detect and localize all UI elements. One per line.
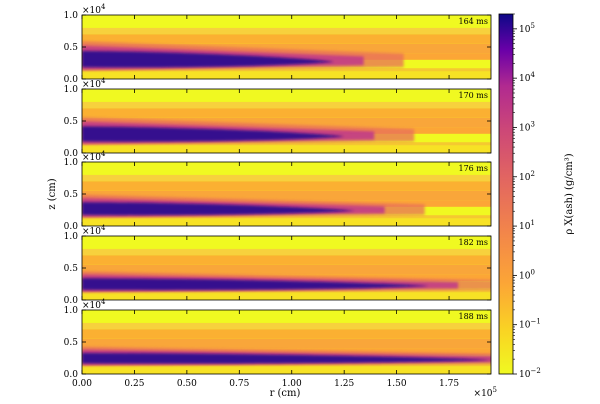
ash-band	[82, 248, 491, 256]
ash-band	[82, 363, 491, 367]
panel-time-label: 170 ms	[458, 91, 488, 100]
panel-time-label: 176 ms	[458, 164, 488, 173]
x-tick-label: 0.50	[177, 379, 197, 389]
colorbar-tick-label: 102	[519, 170, 535, 183]
x-tick-label: 0.75	[229, 379, 249, 389]
y-tick-label: 1.0	[64, 306, 79, 316]
dense-ash-core	[82, 50, 334, 68]
dense-ash-core	[82, 278, 429, 290]
colorbar-ticks: 10−2 10−1 100 101 102 103 104 105	[513, 13, 541, 380]
heatmap-panel: 0.0 0.5 1.0 ×104 182 ms	[64, 224, 492, 306]
y-tick-label: 0.5	[64, 338, 79, 348]
panel-time-label: 182 ms	[458, 238, 488, 247]
y-tick-label: 0.0	[64, 222, 79, 232]
ash-band	[82, 43, 491, 54]
ash-band	[82, 71, 491, 79]
ash-band	[82, 310, 491, 323]
colorbar-gradient	[498, 13, 514, 375]
x-tick-label: 1.25	[334, 379, 354, 389]
x-tick-label: 1.75	[439, 379, 459, 389]
y-offset-label: ×104	[82, 224, 106, 237]
x-axis-label: r (cm)	[270, 388, 301, 399]
ash-band	[82, 255, 491, 265]
colorbar-tick-label: 103	[519, 120, 535, 133]
ash-band	[82, 338, 491, 349]
y-tick-label: 0.0	[64, 370, 79, 380]
y-tick-label: 0.5	[64, 190, 79, 200]
ash-band	[82, 329, 491, 339]
x-tick-label: 0.25	[124, 379, 144, 389]
y-tick-label: 1.0	[64, 85, 79, 95]
ash-band	[82, 117, 491, 128]
ash-band	[82, 142, 491, 146]
y-tick-label: 0.0	[64, 75, 79, 85]
ash-band	[82, 27, 491, 35]
y-tick-label: 0.5	[64, 43, 79, 53]
heatmap-panel: 0.0 0.5 1.0 ×104 188 ms	[64, 298, 492, 380]
dense-ash-core	[82, 353, 491, 364]
x-tick-label: 1.50	[387, 379, 407, 389]
x-tick-label: 0.00	[72, 379, 92, 389]
y-offset-label: ×104	[82, 3, 106, 16]
heatmap-panel: 0.0 0.5 1.0 ×104 170 ms	[64, 77, 492, 159]
colorbar-tick-label: 10−2	[519, 367, 541, 380]
ash-band	[82, 322, 491, 330]
ash-band	[82, 89, 491, 102]
y-offset-label: ×104	[82, 150, 106, 163]
ash-band	[82, 108, 491, 118]
colorbar-label: ρ X(ash) (g/cm³)	[564, 153, 575, 234]
panel-time-label: 164 ms	[458, 17, 488, 26]
ash-band	[82, 145, 491, 153]
heatmap-panel: 0.0 0.5 1.0 ×104 164 ms	[64, 3, 492, 85]
ash-band	[82, 292, 491, 300]
ash-band	[82, 162, 491, 175]
y-tick-label: 0.5	[64, 264, 79, 274]
ash-band	[82, 15, 491, 28]
colorbar-tick-label: 105	[519, 22, 535, 35]
y-axis-label: z (cm)	[47, 178, 58, 209]
colorbar-tick-label: 104	[519, 71, 535, 84]
dense-ash-core	[82, 202, 355, 216]
y-tick-label: 0.0	[64, 296, 79, 306]
x-tick-label: 1.00	[282, 379, 302, 389]
ash-band	[82, 181, 491, 191]
y-tick-label: 1.0	[64, 158, 79, 168]
y-tick-label: 1.0	[64, 11, 79, 21]
ash-band	[82, 101, 491, 109]
ash-band	[82, 34, 491, 44]
y-tick-label: 0.0	[64, 149, 79, 159]
colorbar-tick-label: 100	[519, 268, 535, 281]
y-tick-label: 1.0	[64, 232, 79, 242]
ash-band	[82, 190, 491, 201]
ash-band	[82, 215, 491, 219]
dense-ash-core	[82, 126, 345, 142]
ash-band	[82, 68, 491, 72]
colorbar-tick-label: 10−1	[519, 318, 541, 331]
ash-band	[82, 236, 491, 249]
heatmap-panel: 0.0 0.5 1.0 ×104 176 ms	[64, 150, 492, 232]
y-offset-label: ×104	[82, 77, 106, 90]
ash-band	[82, 174, 491, 182]
y-offset-label: ×104	[82, 298, 106, 311]
x-axis: 0.00 0.25 0.50 0.75 1.00 1.25 1.50 1.75 ×105	[72, 379, 497, 399]
ash-band	[82, 218, 491, 226]
colorbar: 10−2 10−1 100 101 102 103 104 105 ρ X(ash) (g/c…	[498, 13, 575, 380]
colorbar-tick-label: 101	[519, 219, 535, 232]
x-offset-label: ×105	[474, 386, 497, 399]
panel-time-label: 188 ms	[458, 312, 488, 321]
ash-band	[82, 366, 491, 374]
ash-band	[82, 264, 491, 275]
y-tick-label: 0.5	[64, 117, 79, 127]
